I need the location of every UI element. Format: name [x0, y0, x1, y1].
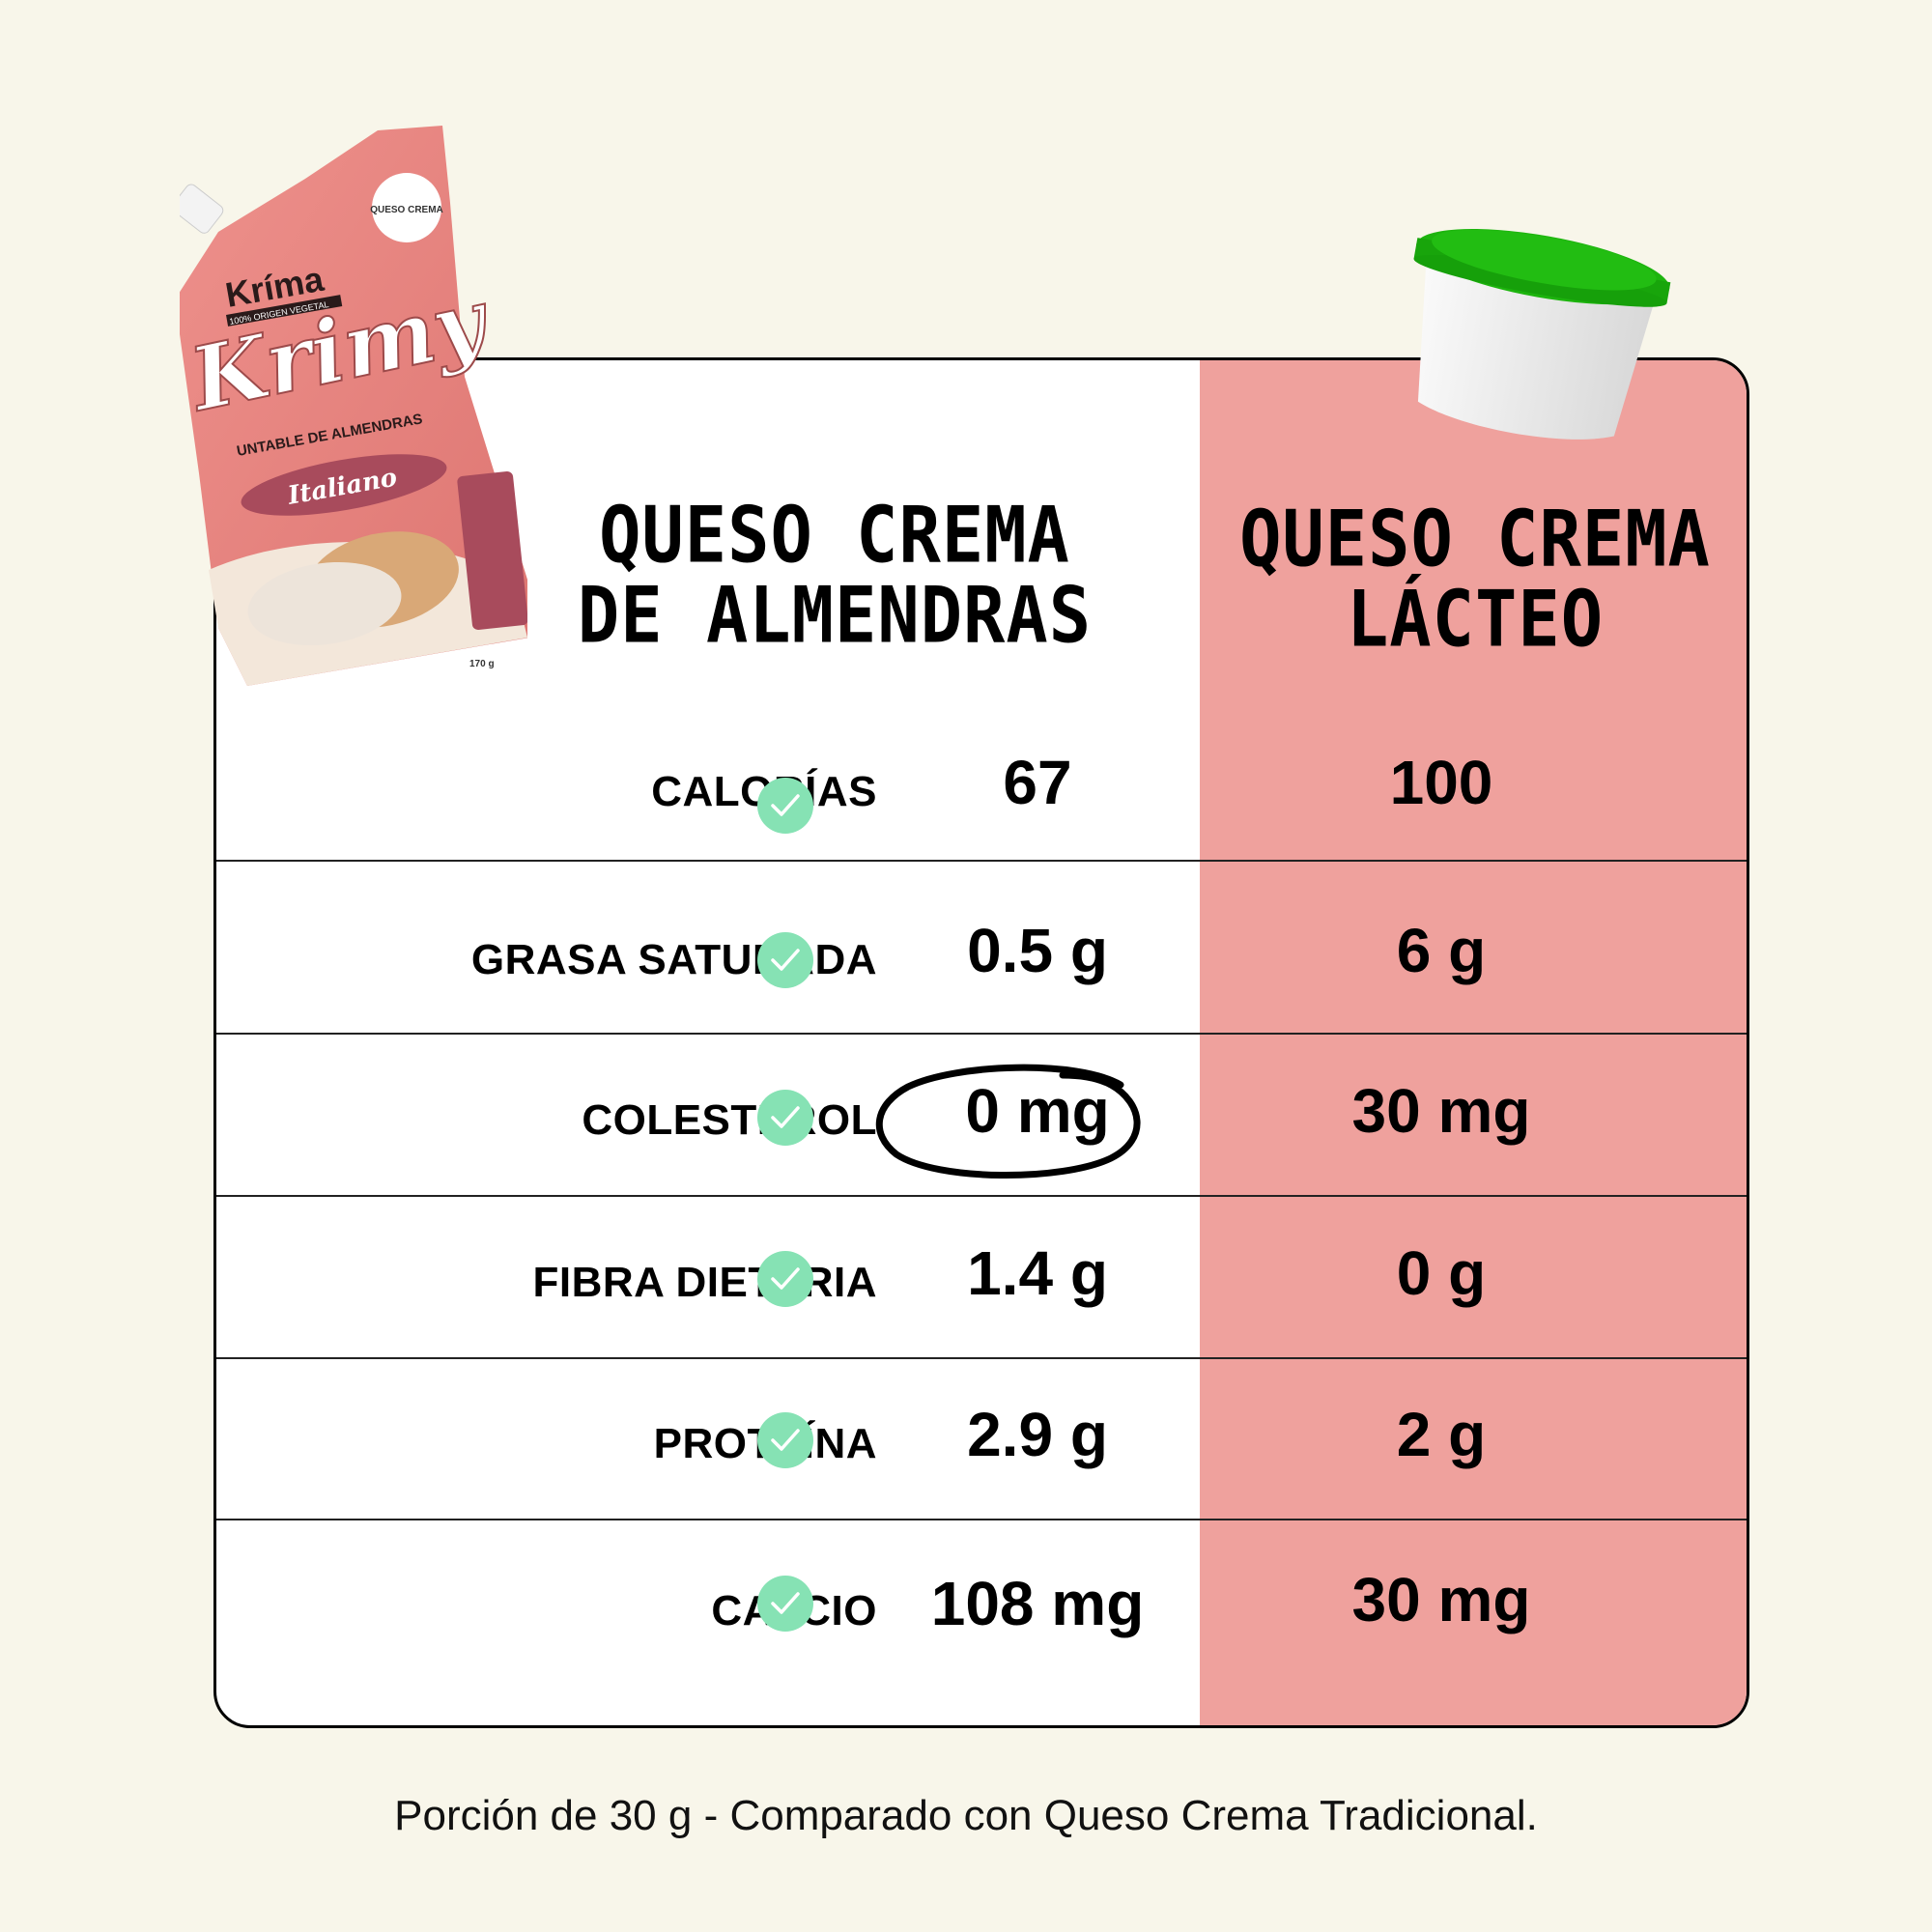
check-icon: [757, 1090, 813, 1146]
check-icon: [757, 1412, 813, 1468]
footnote: Porción de 30 g - Comparado con Queso Cr…: [394, 1792, 1538, 1839]
dairy-value: 30 mg: [1351, 1565, 1531, 1634]
almond-cheese-header: QUESO CREMA DE ALMENDRAS: [535, 495, 1134, 655]
check-icon: [757, 932, 813, 988]
dairy-value: 100: [1389, 748, 1493, 817]
check-icon: [757, 1251, 813, 1307]
nutrient-label: COLESTEROL: [582, 1096, 877, 1144]
hand-drawn-circle-icon: [875, 1064, 1141, 1179]
row-divider: [216, 1357, 1747, 1359]
cream-cheese-tub-icon: [1413, 228, 1671, 440]
almond-value: 2.9 g: [967, 1400, 1108, 1469]
header-line: QUESO CREMA: [599, 489, 1070, 581]
almond-value: 67: [1003, 748, 1072, 817]
almond-value: 1.4 g: [967, 1238, 1108, 1308]
nutrient-label: FIBRA DIETARIA: [532, 1259, 877, 1306]
nutrient-label: GRASA SATURADA: [470, 936, 877, 983]
svg-text:QUESO CREMA: QUESO CREMA: [370, 205, 443, 215]
cream-cheese-pouch-icon: QUESO CREMA Kríma 100% ORIGEN VEGETAL Kr…: [180, 126, 527, 686]
svg-text:170 g: 170 g: [469, 659, 495, 669]
dairy-cheese-header: QUESO CREMA LÁCTEO: [1200, 493, 1747, 665]
almond-value: 108 mg: [930, 1569, 1145, 1638]
header-line: LÁCTEO: [1346, 573, 1605, 665]
row-divider: [216, 860, 1747, 862]
dairy-value: 6 g: [1396, 916, 1487, 985]
header-line: QUESO CREMA: [1239, 493, 1711, 584]
check-icon: [757, 778, 813, 834]
almond-value-highlighted: 0 mg: [965, 1076, 1110, 1146]
comparison-table: QUESO CREMA DE ALMENDRAS QUESO CREMA LÁC…: [213, 357, 1749, 1728]
row-divider: [216, 1195, 1747, 1197]
header-line: DE ALMENDRAS: [577, 569, 1093, 661]
check-icon: [757, 1576, 813, 1632]
dairy-value: 2 g: [1396, 1400, 1487, 1469]
dairy-column-background: [1200, 360, 1747, 1725]
dairy-value: 0 g: [1396, 1238, 1487, 1308]
almond-value: 0.5 g: [967, 916, 1108, 985]
dairy-value: 30 mg: [1351, 1076, 1531, 1146]
row-divider: [216, 1519, 1747, 1520]
row-divider: [216, 1033, 1747, 1035]
